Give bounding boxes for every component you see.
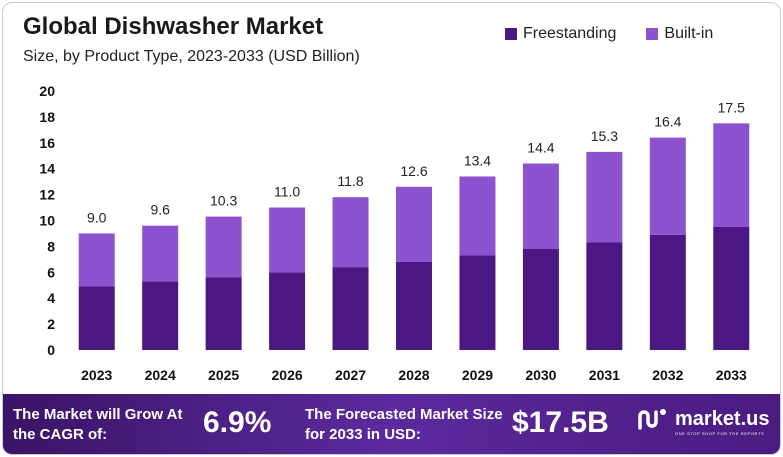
bar-freestanding	[269, 272, 306, 350]
bar-freestanding	[713, 226, 750, 350]
bar-built-in	[713, 123, 750, 227]
x-tick-label: 2023	[81, 367, 112, 383]
x-tick-label: 2027	[335, 367, 366, 383]
data-label-total: 13.4	[464, 152, 491, 168]
data-label-total: 9.6	[150, 202, 170, 218]
x-tick-label: 2026	[272, 367, 303, 383]
forecast-label: The Forecasted Market Size for 2033 in U…	[305, 406, 503, 443]
y-tick-label: 6	[47, 264, 55, 280]
cagr-value: 6.9%	[203, 406, 272, 439]
bar-built-in	[142, 225, 179, 282]
y-tick-label: 10	[39, 213, 55, 229]
y-tick-label: 2	[47, 316, 55, 332]
bar-freestanding	[205, 277, 242, 350]
y-tick-label: 0	[47, 342, 55, 358]
bar-built-in	[269, 207, 306, 273]
y-tick-label: 18	[39, 109, 55, 125]
bar-freestanding	[649, 234, 686, 350]
x-tick-label: 2033	[716, 367, 747, 383]
bar-freestanding	[396, 261, 432, 350]
data-label-total: 10.3	[210, 193, 237, 209]
legend-label-freestanding: Freestanding	[523, 25, 617, 42]
x-tick-label: 2024	[145, 367, 176, 383]
chart-subtitle: Size, by Product Type, 2023-2033 (USD Bi…	[23, 48, 360, 65]
x-tick-label: 2032	[652, 367, 683, 383]
x-tick-label: 2029	[462, 367, 493, 383]
bar-freestanding	[522, 248, 559, 350]
y-tick-label: 8	[47, 238, 55, 254]
legend-item-freestanding: Freestanding	[505, 25, 616, 43]
brand-icon	[638, 409, 666, 430]
bar-freestanding	[332, 267, 369, 350]
y-tick-label: 14	[39, 161, 55, 177]
bar-built-in	[649, 137, 686, 235]
bar-chart: 0 2 4 6 8 10 12 14 16 18 20 9.0 2023 9.6 2024 10.3 2025 1…	[39, 83, 750, 383]
bar-freestanding	[78, 286, 115, 350]
x-tick-label: 2028	[398, 367, 429, 383]
bar-freestanding	[142, 281, 179, 350]
data-label-total: 17.5	[718, 99, 745, 115]
brand-logo: market.us ONE STOP SHOP FOR THE REPORTS	[637, 406, 770, 436]
legend-label-built-in: Built-in	[664, 25, 714, 42]
data-label-total: 14.4	[527, 140, 554, 156]
brand-name: market.us	[675, 407, 770, 430]
bar-freestanding	[586, 242, 623, 350]
bar-freestanding	[459, 255, 496, 350]
data-label-total: 11.8	[337, 173, 363, 189]
data-label-total: 15.3	[591, 128, 618, 144]
bar-built-in	[459, 176, 496, 256]
x-tick-label: 2030	[525, 367, 556, 383]
bar-built-in	[396, 186, 432, 262]
chart-title: Global Dishwasher Market	[23, 13, 324, 40]
x-tick-label: 2025	[208, 367, 239, 383]
data-label-total: 11.0	[274, 184, 300, 200]
y-tick-label: 16	[39, 135, 55, 151]
bar-built-in	[586, 151, 623, 243]
forecast-value: $17.5B	[512, 406, 609, 439]
legend-swatch-freestanding	[505, 28, 517, 40]
legend-swatch-built-in	[646, 28, 659, 40]
x-tick-label: 2031	[589, 367, 620, 383]
data-label-total: 16.4	[654, 114, 681, 130]
data-label-total: 12.6	[400, 163, 427, 179]
data-label-total: 9.0	[87, 209, 107, 225]
y-tick-label: 20	[39, 83, 55, 99]
legend-item-built-in: Built-in	[646, 25, 713, 43]
y-tick-label: 12	[39, 187, 55, 203]
cagr-label: The Market will Grow At the CAGR of:	[13, 406, 183, 443]
bar-built-in	[522, 163, 559, 249]
y-tick-label: 4	[47, 290, 55, 306]
legend: Freestanding Built-in	[505, 25, 743, 43]
footer-banner: The Market will Grow At the CAGR of: 6.9…	[3, 394, 780, 454]
bar-built-in	[78, 233, 115, 287]
brand-tagline: ONE STOP SHOP FOR THE REPORTS	[675, 431, 765, 436]
bar-built-in	[205, 216, 242, 278]
bar-built-in	[332, 197, 369, 268]
